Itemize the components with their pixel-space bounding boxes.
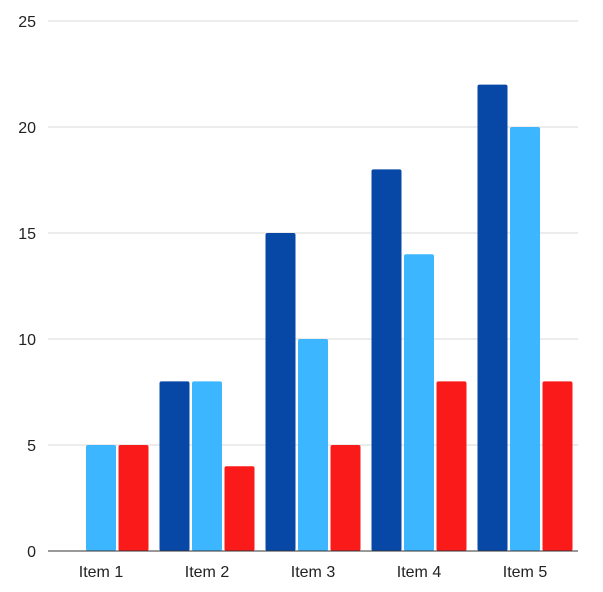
bar xyxy=(265,233,296,551)
x-tick-label: Item 5 xyxy=(503,564,548,581)
bar xyxy=(436,381,467,551)
x-tick-label: Item 1 xyxy=(79,564,124,581)
bar xyxy=(542,381,573,551)
x-tick-label: Item 2 xyxy=(185,564,230,581)
bar xyxy=(159,381,190,551)
bar xyxy=(330,445,361,551)
bar xyxy=(118,445,149,551)
bar xyxy=(510,127,540,551)
bar xyxy=(404,254,434,551)
bar xyxy=(224,466,255,551)
y-tick-label: 20 xyxy=(18,120,36,137)
bar xyxy=(86,445,116,551)
bar xyxy=(477,84,508,551)
bar xyxy=(298,339,328,551)
y-axis-tick-labels: 0 5 10 15 20 25 xyxy=(18,14,36,561)
y-tick-label: 10 xyxy=(18,332,36,349)
x-tick-label: Item 3 xyxy=(291,564,336,581)
bar xyxy=(371,169,402,551)
y-tick-label: 5 xyxy=(27,438,36,455)
x-axis-tick-labels: Item 1 Item 2 Item 3 Item 4 Item 5 xyxy=(79,564,548,581)
y-tick-label: 15 xyxy=(18,226,36,243)
bars xyxy=(86,84,573,551)
bar xyxy=(192,381,222,551)
y-tick-label: 25 xyxy=(18,14,36,31)
x-tick-label: Item 4 xyxy=(397,564,442,581)
y-tick-label: 0 xyxy=(27,544,36,561)
